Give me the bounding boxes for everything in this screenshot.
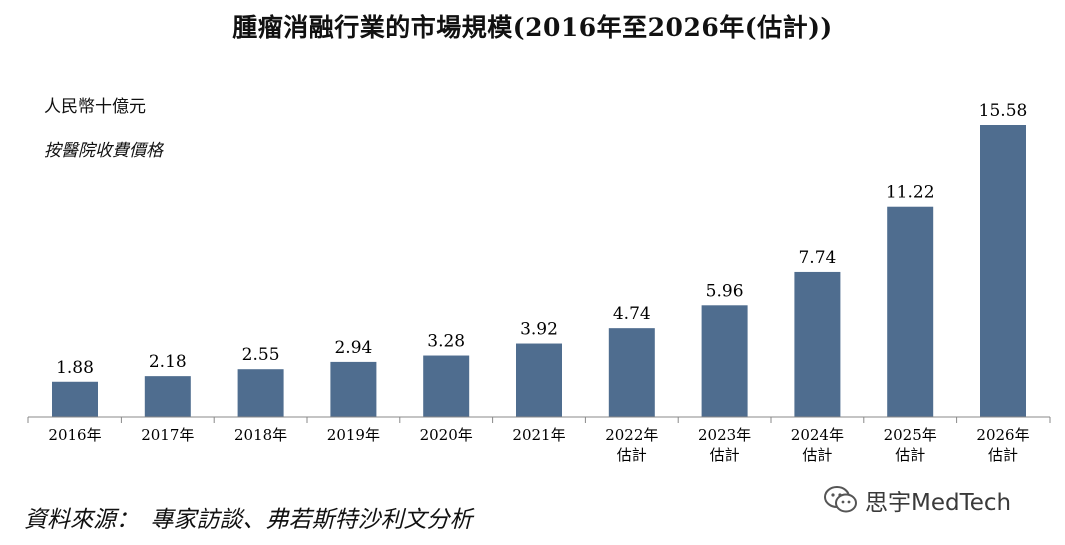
value-label-8: 7.74 — [798, 248, 836, 268]
value-label-0: 1.88 — [56, 358, 94, 378]
bar-1 — [144, 376, 191, 417]
tick-label-6-1: 估計 — [617, 446, 647, 464]
tick-label-2-0: 2018年 — [234, 426, 287, 444]
tick-label-4-0: 2020年 — [420, 426, 473, 444]
source-note: 資料來源： 專家訪談、弗若斯特沙利文分析 — [24, 507, 473, 533]
bar-0 — [52, 381, 98, 417]
bar-5 — [516, 343, 562, 417]
tick-label-5-0: 2021年 — [512, 426, 565, 444]
value-label-6: 4.74 — [613, 304, 651, 324]
value-label-2: 2.55 — [242, 345, 280, 365]
value-label-5: 3.92 — [520, 320, 558, 340]
unit-label: 人民幣十億元 — [44, 97, 146, 117]
watermark: 思宇MedTech — [823, 484, 1011, 516]
bar-6 — [608, 328, 655, 417]
tick-label-7-0: 2023年 — [698, 426, 751, 444]
bar-8 — [794, 271, 841, 417]
tick-label-1-0: 2017年 — [141, 426, 194, 444]
bar-4 — [423, 355, 470, 417]
bar-3 — [330, 361, 377, 417]
tick-label-9-0: 2025年 — [884, 426, 937, 444]
tick-label-10-1: 估計 — [988, 446, 1018, 464]
wechat-icon — [824, 486, 857, 513]
basis-label: 按醫院收費價格 — [44, 141, 163, 161]
bar-7 — [701, 305, 748, 417]
chart-title: 腫瘤消融行業的市場規模(2016年至2026年(估計)) — [232, 13, 833, 42]
value-label-1: 2.18 — [149, 352, 187, 372]
tick-label-10-0: 2026年 — [976, 426, 1029, 444]
value-label-10: 15.58 — [979, 101, 1028, 121]
value-label-3: 2.94 — [334, 338, 372, 358]
tick-label-8-0: 2024年 — [791, 426, 844, 444]
tick-label-7-1: 估計 — [710, 446, 740, 464]
bar-2 — [237, 369, 284, 417]
value-label-4: 3.28 — [427, 332, 465, 352]
value-label-9: 11.22 — [886, 183, 935, 203]
tick-label-0-0: 2016年 — [48, 426, 101, 444]
tick-label-6-0: 2022年 — [605, 426, 658, 444]
tick-label-9-1: 估計 — [895, 446, 925, 464]
bar-9 — [887, 206, 934, 417]
tick-label-8-1: 估計 — [802, 446, 832, 464]
bar-10 — [980, 125, 1026, 417]
value-label-7: 5.96 — [706, 281, 744, 301]
tick-label-3-0: 2019年 — [327, 426, 380, 444]
watermark-text: 思宇MedTech — [865, 490, 1012, 516]
